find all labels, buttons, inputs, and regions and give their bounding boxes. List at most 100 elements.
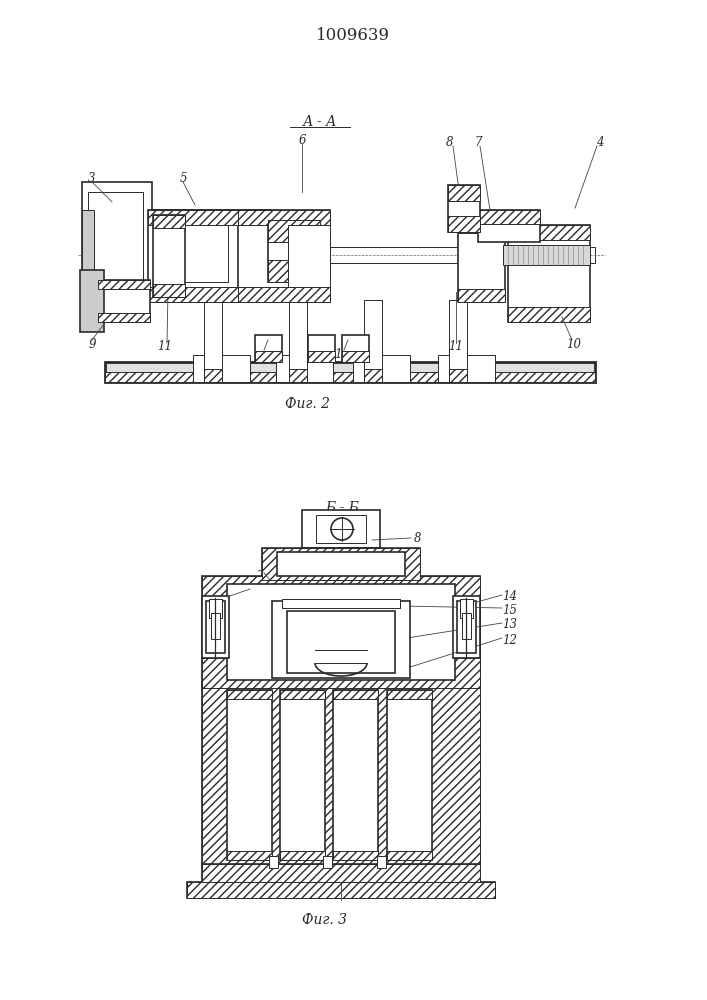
Text: 8: 8 bbox=[446, 136, 454, 149]
Bar bbox=[289, 369, 307, 382]
Bar bbox=[387, 690, 432, 860]
Bar bbox=[227, 690, 272, 860]
Bar bbox=[98, 313, 150, 322]
Bar bbox=[377, 856, 386, 868]
Bar bbox=[202, 576, 480, 688]
Bar bbox=[148, 210, 270, 225]
Bar bbox=[289, 300, 307, 382]
Bar bbox=[323, 856, 332, 868]
Text: 17: 17 bbox=[255, 348, 269, 360]
Bar bbox=[269, 856, 278, 868]
Text: 15: 15 bbox=[503, 603, 518, 616]
Bar bbox=[255, 351, 282, 362]
Bar bbox=[342, 351, 369, 362]
Bar bbox=[202, 683, 480, 868]
Text: 1009639: 1009639 bbox=[316, 26, 390, 43]
Bar bbox=[448, 185, 480, 201]
Bar bbox=[105, 372, 595, 382]
Text: 9: 9 bbox=[88, 338, 95, 351]
Bar bbox=[148, 210, 270, 302]
Bar bbox=[148, 287, 270, 302]
Bar bbox=[282, 599, 400, 608]
Bar bbox=[333, 690, 378, 699]
Text: 4: 4 bbox=[596, 136, 604, 149]
Bar bbox=[80, 270, 104, 332]
Bar bbox=[277, 552, 405, 576]
Bar bbox=[438, 355, 495, 382]
Text: Фиг. 3: Фиг. 3 bbox=[303, 913, 348, 927]
Bar bbox=[202, 596, 229, 658]
Bar bbox=[202, 576, 480, 688]
Bar bbox=[211, 613, 220, 639]
Text: 17: 17 bbox=[334, 348, 349, 360]
Bar bbox=[460, 599, 473, 618]
Bar bbox=[448, 185, 480, 232]
Bar bbox=[308, 351, 335, 362]
Bar bbox=[82, 182, 152, 302]
Bar bbox=[508, 307, 590, 322]
Bar bbox=[152, 210, 234, 292]
Bar bbox=[280, 851, 325, 860]
Bar bbox=[88, 192, 143, 292]
Text: 11: 11 bbox=[448, 340, 464, 354]
Text: 8: 8 bbox=[414, 532, 422, 544]
Bar bbox=[255, 335, 282, 362]
Bar bbox=[227, 584, 455, 680]
Bar bbox=[364, 300, 382, 382]
Bar bbox=[268, 220, 320, 242]
Bar bbox=[457, 601, 476, 653]
Text: 14: 14 bbox=[503, 590, 518, 603]
Bar bbox=[280, 690, 325, 860]
Bar bbox=[187, 882, 495, 898]
Bar bbox=[288, 225, 330, 287]
Bar bbox=[153, 215, 185, 297]
Bar bbox=[508, 225, 590, 240]
Bar bbox=[238, 287, 330, 302]
Bar bbox=[262, 548, 420, 580]
Bar bbox=[82, 210, 94, 272]
Bar bbox=[287, 611, 395, 673]
Bar bbox=[453, 596, 480, 658]
Bar bbox=[276, 355, 333, 382]
Bar bbox=[449, 369, 467, 382]
Bar bbox=[449, 300, 467, 382]
Bar bbox=[98, 280, 150, 289]
Text: 5: 5 bbox=[180, 172, 187, 184]
Bar bbox=[364, 369, 382, 382]
Bar bbox=[209, 599, 222, 618]
Bar bbox=[187, 882, 495, 898]
Bar bbox=[387, 851, 432, 860]
Bar bbox=[202, 596, 229, 658]
Bar bbox=[478, 210, 540, 224]
Text: Фиг. 2: Фиг. 2 bbox=[286, 397, 330, 411]
Bar bbox=[458, 220, 505, 233]
Bar bbox=[503, 245, 590, 265]
Bar bbox=[153, 284, 185, 297]
Bar bbox=[100, 247, 595, 263]
Bar bbox=[458, 220, 505, 302]
Bar bbox=[462, 613, 471, 639]
Bar bbox=[282, 599, 400, 608]
Bar bbox=[262, 548, 420, 580]
Bar bbox=[302, 510, 380, 548]
Bar bbox=[227, 690, 272, 699]
Bar bbox=[448, 216, 480, 232]
Bar bbox=[508, 225, 590, 322]
Bar bbox=[238, 210, 330, 302]
Bar bbox=[478, 210, 540, 242]
Bar bbox=[193, 355, 250, 382]
Text: А - А: А - А bbox=[303, 115, 337, 129]
Bar bbox=[453, 596, 480, 658]
Text: 4: 4 bbox=[243, 585, 251, 598]
Bar bbox=[268, 220, 320, 282]
Bar bbox=[227, 851, 272, 860]
Bar bbox=[272, 601, 410, 678]
Text: 7: 7 bbox=[256, 570, 264, 584]
Bar bbox=[105, 362, 595, 382]
Bar bbox=[202, 683, 480, 868]
Bar bbox=[333, 851, 378, 860]
Bar bbox=[342, 335, 369, 362]
Bar bbox=[238, 210, 330, 225]
Text: 12: 12 bbox=[503, 634, 518, 647]
Text: 3: 3 bbox=[88, 172, 95, 184]
